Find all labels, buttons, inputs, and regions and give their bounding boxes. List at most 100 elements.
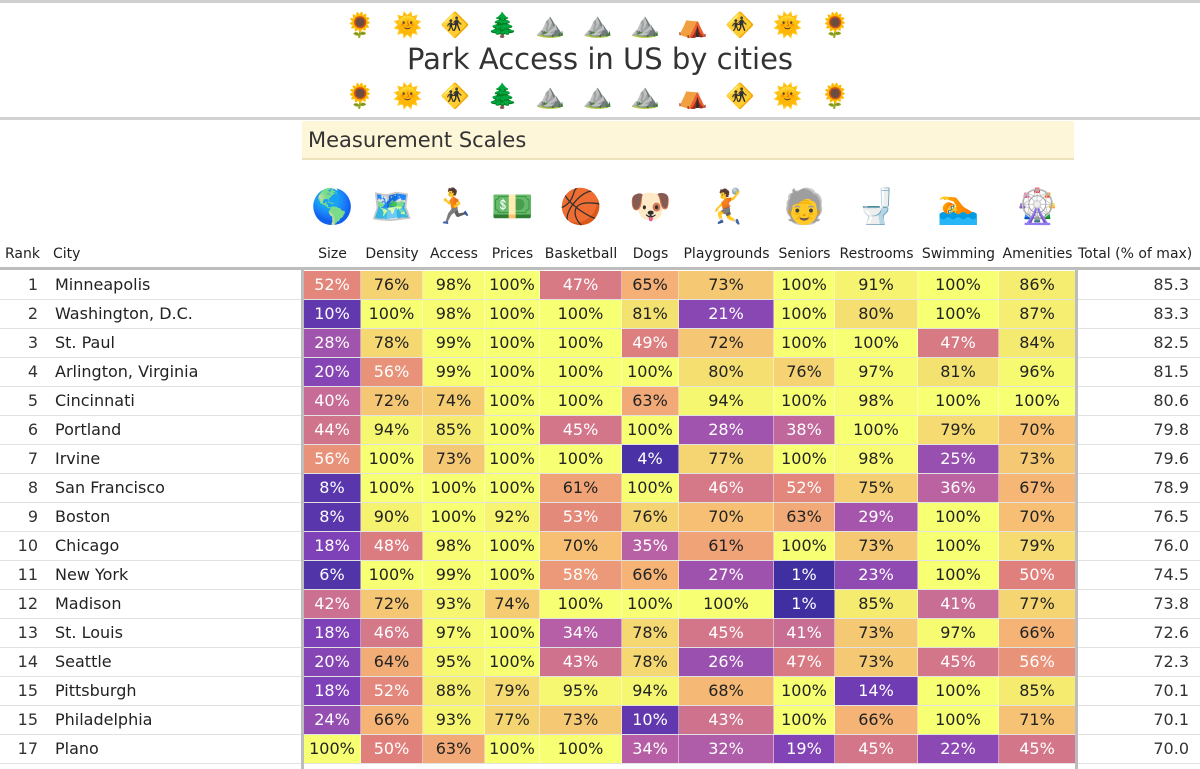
metric-cell-basketball: 100% xyxy=(540,387,622,415)
metric-cell-amenities: 70% xyxy=(999,416,1076,444)
row-divider xyxy=(0,531,1200,532)
metric-cell-dogs: 100% xyxy=(622,416,679,444)
metric-cell-access: 98% xyxy=(423,532,485,560)
metric-cell-swimming: 45% xyxy=(918,648,999,676)
metric-cell-playgrounds: 26% xyxy=(679,648,774,676)
city-cell: Boston xyxy=(55,507,111,526)
rank-cell: 6 xyxy=(27,420,38,439)
metric-cell-prices: 100% xyxy=(485,619,540,647)
metric-cell-restrooms: 73% xyxy=(835,532,918,560)
metric-cell-restrooms: 100% xyxy=(835,416,918,444)
metric-cell-prices: 100% xyxy=(485,300,540,328)
metric-cell-prices: 100% xyxy=(485,416,540,444)
column-header-amenities: Amenities xyxy=(1002,246,1073,262)
metric-icon-prices: 💵 xyxy=(491,187,534,227)
metric-icon-density: 🗺️ xyxy=(370,187,414,227)
row-divider xyxy=(0,299,1200,300)
metric-cell-dogs: 78% xyxy=(622,619,679,647)
metric-cell-swimming: 100% xyxy=(918,706,999,734)
metric-cell-prices: 74% xyxy=(485,590,540,618)
metric-cell-density: 66% xyxy=(361,706,423,734)
metric-cell-size: 42% xyxy=(304,590,361,618)
row-divider xyxy=(0,502,1200,503)
metric-cell-restrooms: 73% xyxy=(835,648,918,676)
metric-cell-swimming: 25% xyxy=(918,445,999,473)
metric-cell-dogs: 63% xyxy=(622,387,679,415)
rank-cell: 11 xyxy=(17,565,38,584)
metric-cell-seniors: 63% xyxy=(774,503,835,531)
rank-cell: 13 xyxy=(17,623,38,642)
total-cell: 81.5 xyxy=(1153,362,1189,381)
metric-cell-access: 95% xyxy=(423,648,485,676)
metric-cell-prices: 100% xyxy=(485,735,540,763)
metric-cell-playgrounds: 72% xyxy=(679,329,774,357)
metric-cell-dogs: 34% xyxy=(622,735,679,763)
city-cell: Pittsburgh xyxy=(55,681,137,700)
city-cell: Minneapolis xyxy=(55,275,151,294)
metric-cell-size: 20% xyxy=(304,648,361,676)
metric-cell-basketball: 58% xyxy=(540,561,622,589)
column-header-dogs: Dogs xyxy=(632,246,669,262)
city-cell: Chicago xyxy=(55,536,120,555)
metric-cell-restrooms: 75% xyxy=(835,474,918,502)
metric-cell-amenities: 84% xyxy=(999,329,1076,357)
rank-cell: 7 xyxy=(27,449,38,468)
metric-cell-basketball: 100% xyxy=(540,358,622,386)
metric-icon-access: 🏃 xyxy=(432,187,476,227)
metric-cell-restrooms: 100% xyxy=(835,329,918,357)
metric-cell-prices: 100% xyxy=(485,387,540,415)
metric-cell-playgrounds: 32% xyxy=(679,735,774,763)
row-divider xyxy=(0,357,1200,358)
city-cell: New York xyxy=(55,565,129,584)
metric-cell-restrooms: 98% xyxy=(835,445,918,473)
metric-cell-size: 100% xyxy=(304,735,361,763)
city-cell: Washington, D.C. xyxy=(55,304,193,323)
metric-cell-swimming: 81% xyxy=(918,358,999,386)
metric-cell-amenities: 85% xyxy=(999,677,1076,705)
header-divider xyxy=(0,267,1200,270)
metric-cell-density: 78% xyxy=(361,329,423,357)
metric-cell-basketball: 53% xyxy=(540,503,622,531)
column-header-prices: Prices xyxy=(491,246,534,262)
metric-cell-amenities: 45% xyxy=(999,735,1076,763)
metric-cell-seniors: 100% xyxy=(774,387,835,415)
metric-cell-seniors: 100% xyxy=(774,445,835,473)
total-cell: 79.6 xyxy=(1153,449,1189,468)
metric-cell-prices: 100% xyxy=(485,358,540,386)
city-cell: Arlington, Virginia xyxy=(55,362,199,381)
metric-cell-density: 100% xyxy=(361,300,423,328)
metric-cell-density: 56% xyxy=(361,358,423,386)
metric-cell-density: 76% xyxy=(361,271,423,299)
metric-cell-restrooms: 85% xyxy=(835,590,918,618)
metric-cell-access: 97% xyxy=(423,619,485,647)
city-cell: Plano xyxy=(55,739,99,758)
metric-cell-seniors: 100% xyxy=(774,329,835,357)
metric-icon-swimming: 🏊 xyxy=(937,187,980,227)
total-cell: 70.1 xyxy=(1153,710,1189,729)
rank-cell: 3 xyxy=(27,333,38,352)
metric-cell-seniors: 100% xyxy=(774,677,835,705)
metric-cell-restrooms: 98% xyxy=(835,387,918,415)
metric-cell-seniors: 1% xyxy=(774,590,835,618)
metric-cell-access: 98% xyxy=(423,300,485,328)
total-cell: 79.8 xyxy=(1153,420,1189,439)
metric-cell-amenities: 87% xyxy=(999,300,1076,328)
metric-cell-restrooms: 91% xyxy=(835,271,918,299)
metric-cell-size: 18% xyxy=(304,532,361,560)
rank-cell: 15 xyxy=(17,710,38,729)
metric-cell-amenities: 79% xyxy=(999,532,1076,560)
metric-cell-swimming: 79% xyxy=(918,416,999,444)
metric-cell-playgrounds: 70% xyxy=(679,503,774,531)
metric-cell-restrooms: 29% xyxy=(835,503,918,531)
metric-cell-dogs: 4% xyxy=(622,445,679,473)
metric-cell-amenities: 71% xyxy=(999,706,1076,734)
column-header-rank: Rank xyxy=(5,246,40,262)
metric-cell-dogs: 66% xyxy=(622,561,679,589)
metric-icon-playgrounds: 🤾 xyxy=(705,187,748,227)
column-header-city: City xyxy=(53,246,81,262)
row-divider xyxy=(0,415,1200,416)
metric-icon-size: 🌎 xyxy=(311,187,354,227)
total-cell: 83.3 xyxy=(1153,304,1189,323)
metric-cell-swimming: 100% xyxy=(918,300,999,328)
metric-cell-prices: 79% xyxy=(485,677,540,705)
